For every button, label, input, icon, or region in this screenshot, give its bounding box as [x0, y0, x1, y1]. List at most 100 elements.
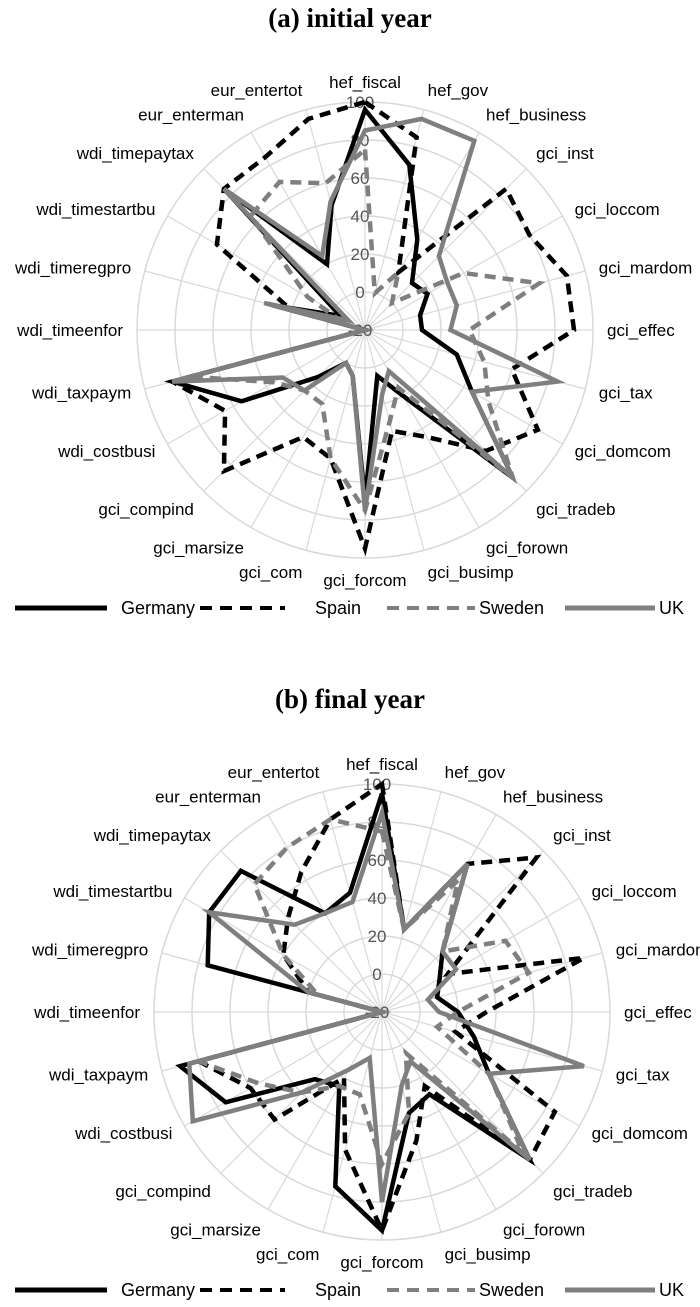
category-label-gci-mardom: gci_mardom — [599, 258, 693, 277]
legend-item-spain: Spain — [200, 1280, 361, 1300]
spoke-eur-enterman — [250, 132, 366, 331]
category-label-eur-entertot: eur_entertot — [228, 763, 320, 782]
series-line-uk — [186, 803, 585, 1203]
category-label-gci-marsize: gci_marsize — [170, 1221, 261, 1240]
spoke-gci-marsize — [267, 1011, 383, 1210]
tick-label: 100 — [363, 775, 391, 794]
category-label-hef-gov: hef_gov — [428, 81, 489, 100]
legend-label-spain: Spain — [315, 1280, 361, 1300]
legend-label-uk: UK — [659, 598, 684, 618]
category-label-hef-fiscal: hef_fiscal — [329, 73, 401, 92]
category-label-gci-forcom: gci_forcom — [323, 571, 406, 590]
legend-label-spain: Spain — [315, 598, 361, 618]
tick-label: 20 — [368, 927, 387, 946]
tick-label: 20 — [351, 245, 370, 264]
legend-item-spain: Spain — [200, 598, 361, 618]
category-label-gci-domcom: gci_domcom — [592, 1124, 688, 1143]
category-label-gci-forown: gci_forown — [503, 1221, 585, 1240]
category-label-wdi-timeenfor: wdi_timeenfor — [33, 1003, 140, 1022]
category-label-gci-marsize: gci_marsize — [153, 539, 244, 558]
category-label-wdi-costbusi: wdi_costbusi — [74, 1124, 172, 1143]
tick-label: 40 — [368, 889, 387, 908]
legend-label-germany: Germany — [121, 1280, 195, 1300]
series-line-spain — [166, 99, 577, 557]
category-label-wdi-taxpaym: wdi_taxpaym — [48, 1066, 148, 1085]
category-label-gci-inst: gci_inst — [536, 144, 594, 163]
category-label-wdi-costbusi: wdi_costbusi — [57, 442, 155, 461]
category-label-hef-business: hef_business — [503, 787, 603, 806]
category-label-gci-forcom: gci_forcom — [340, 1253, 423, 1272]
spoke-gci-com — [305, 329, 366, 551]
category-label-gci-busimp: gci_busimp — [428, 563, 514, 582]
category-label-hef-business: hef_business — [486, 105, 586, 124]
category-label-wdi-timepaytax: wdi_timepaytax — [76, 144, 195, 163]
spoke-gci-forown — [381, 1011, 497, 1210]
category-label-hef-gov: hef_gov — [445, 763, 506, 782]
category-label-wdi-timeregpro: wdi_timeregpro — [31, 940, 148, 959]
category-label-wdi-taxpaym: wdi_taxpaym — [31, 384, 131, 403]
legend-item-germany: Germany — [15, 598, 195, 618]
spoke-wdi-costbusi — [184, 1011, 383, 1127]
spoke-hef-business — [381, 814, 497, 1013]
spoke-gci-domcom — [381, 1011, 580, 1127]
category-label-gci-inst: gci_inst — [553, 826, 611, 845]
category-label-wdi-timeenfor: wdi_timeenfor — [16, 321, 123, 340]
category-label-eur-entertot: eur_entertot — [211, 81, 303, 100]
tick-label: 40 — [351, 207, 370, 226]
tick-label: 60 — [368, 851, 387, 870]
spoke-gci-com — [322, 1011, 383, 1233]
legend-label-uk: UK — [659, 1280, 684, 1300]
spoke-gci-domcom — [364, 329, 563, 445]
legend-initial-year: Germany Spain Sweden UK — [15, 598, 684, 618]
spoke-gci-mardom — [381, 952, 603, 1013]
spoke-wdi-costbusi — [167, 329, 366, 445]
category-label-wdi-timeregpro: wdi_timeregpro — [14, 258, 131, 277]
category-label-gci-loccom: gci_loccom — [575, 200, 660, 219]
category-label-eur-enterman: eur_enterman — [138, 105, 244, 124]
category-label-gci-com: gci_com — [239, 563, 302, 582]
category-label-gci-tax: gci_tax — [616, 1066, 670, 1085]
spoke-hef-business — [364, 132, 480, 331]
legend-label-sweden: Sweden — [479, 1280, 544, 1300]
spoke-wdi-timepaytax — [220, 850, 383, 1013]
spoke-wdi-timestartbu — [167, 215, 366, 331]
spoke-gci-busimp — [381, 1011, 442, 1233]
legend-final-year: Germany Spain Sweden UK — [15, 1280, 684, 1300]
legend-label-germany: Germany — [121, 598, 195, 618]
category-label-gci-loccom: gci_loccom — [592, 882, 677, 901]
category-label-gci-tax: gci_tax — [599, 384, 653, 403]
spoke-gci-compind — [203, 329, 366, 492]
series-line-uk — [171, 116, 566, 511]
panel-a-title: (a) initial year — [268, 3, 431, 33]
legend-item-uk: UK — [565, 598, 684, 618]
category-label-gci-busimp: gci_busimp — [445, 1245, 531, 1264]
legend-label-sweden: Sweden — [479, 598, 544, 618]
legend-item-sweden: Sweden — [387, 598, 544, 618]
tick-label: 0 — [372, 965, 381, 984]
legend-item-sweden: Sweden — [387, 1280, 544, 1300]
category-label-gci-mardom: gci_mardom — [616, 940, 700, 959]
panel-b-title: (b) final year — [275, 684, 425, 714]
series-line-sweden — [191, 816, 533, 1170]
category-label-gci-forown: gci_forown — [486, 539, 568, 558]
category-label-gci-tradeb: gci_tradeb — [536, 500, 615, 519]
spoke-gci-loccom — [381, 897, 580, 1013]
category-label-gci-effec: gci_effec — [607, 321, 675, 340]
category-label-gci-effec: gci_effec — [624, 1003, 692, 1022]
category-label-gci-tradeb: gci_tradeb — [553, 1182, 632, 1201]
category-label-gci-compind: gci_compind — [98, 500, 193, 519]
spoke-gci-forown — [364, 329, 480, 528]
series-line-spain — [192, 780, 585, 1237]
spoke-gci-inst — [381, 850, 544, 1013]
category-label-wdi-timestartbu: wdi_timestartbu — [35, 200, 155, 219]
spoke-gci-busimp — [364, 329, 425, 551]
category-label-wdi-timestartbu: wdi_timestartbu — [52, 882, 172, 901]
panel-initial-year: (a) initial year -20020406080100hef_fisc… — [14, 3, 692, 618]
legend-item-uk: UK — [565, 1280, 684, 1300]
category-label-hef-fiscal: hef_fiscal — [346, 755, 418, 774]
legend-item-germany: Germany — [15, 1280, 195, 1300]
spoke-gci-mardom — [364, 270, 586, 331]
